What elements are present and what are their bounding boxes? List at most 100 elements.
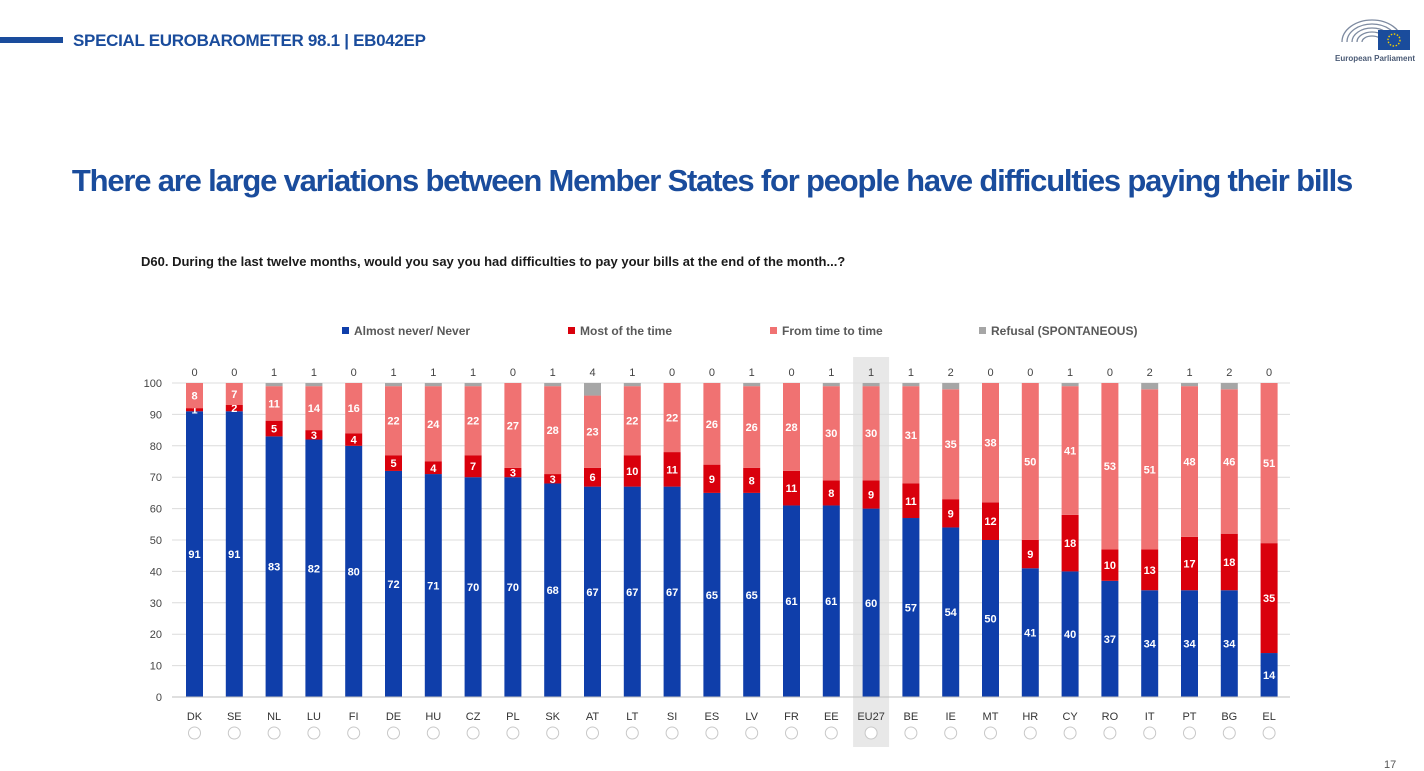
data-label: 91 [228,549,240,561]
bar-segment [1061,386,1079,515]
bar-segment [464,455,482,478]
data-label: 70 [507,582,519,594]
bar-segment [584,467,601,487]
x-tick-label: FI [349,711,359,723]
data-label: 61 [785,596,797,608]
x-tick-label: EE [824,711,839,723]
data-label: 6 [589,472,595,484]
data-label: 9 [948,508,954,520]
data-label: 9 [1027,549,1033,561]
legend-label: Almost never/ Never [354,324,470,338]
x-tick-label: EU27 [857,711,885,723]
bar-segment [464,477,482,697]
data-label: 38 [984,438,996,450]
refusal-label: 0 [191,367,197,379]
bar-segment [504,383,522,468]
bar-segment [1101,549,1119,581]
bar-segment [743,383,761,387]
data-label: 2 [231,403,237,415]
y-tick-label: 60 [150,504,162,516]
data-label: 41 [1064,446,1076,458]
bar-segment [265,436,283,697]
x-tick-label: PL [506,711,519,723]
y-tick-label: 90 [150,409,162,421]
bar-segment [1260,653,1278,697]
data-label: 72 [387,579,399,591]
bar-segment [862,386,880,481]
data-label: 8 [828,488,834,500]
data-label: 27 [507,420,519,432]
data-label: 67 [626,587,638,599]
flag-icon [506,726,520,740]
data-label: 4 [430,463,437,475]
bar-segment [1061,514,1079,572]
data-label: 22 [666,413,678,425]
data-label: 30 [825,428,837,440]
data-label: 80 [348,566,360,578]
data-label: 70 [467,582,479,594]
refusal-label: 1 [868,367,874,379]
bar-segment [1260,383,1278,544]
data-label: 14 [1263,670,1276,682]
bar-segment [1181,383,1198,387]
x-tick-label: HR [1022,711,1038,723]
data-label: 60 [865,598,877,610]
x-tick-label: IE [945,711,955,723]
data-label: 40 [1064,629,1076,641]
flag-icon [745,726,759,740]
x-tick-label: IT [1145,711,1155,723]
legend-label: Refusal (SPONTANEOUS) [991,324,1137,338]
bar-segment [225,383,243,405]
bar-segment [783,470,800,506]
bar-segment [584,395,601,468]
bar-segment [385,470,402,697]
bar-segment [265,386,283,421]
flag-icon [586,726,599,740]
x-tick-label: HU [425,711,441,723]
bar-segment [663,486,681,697]
data-label: 11 [905,496,917,508]
refusal-label: 4 [589,367,595,379]
bar-segment [1260,543,1278,654]
bar-segment [186,383,203,409]
x-tick-label: LU [307,711,321,723]
data-label: 16 [348,403,360,415]
bar-segment [1101,580,1119,697]
data-label: 12 [984,516,996,528]
bar-segment [623,455,641,487]
refusal-label: 0 [1266,367,1272,379]
bar-segment [424,383,442,387]
y-tick-label: 0 [156,692,162,704]
slide-title: There are large variations between Membe… [71,163,1353,198]
flag-icon [466,726,480,740]
data-label: 83 [268,562,280,574]
data-label: 35 [945,439,957,451]
refusal-label: 1 [828,367,834,379]
y-tick-label: 30 [150,598,162,610]
refusal-label: 0 [987,367,993,379]
bar-segment [424,461,442,475]
data-label: 3 [311,430,317,442]
bar-segment [1021,540,1039,569]
x-tick-label: EL [1262,711,1275,723]
refusal-label: 1 [470,367,476,379]
data-label: 91 [188,549,200,561]
x-tick-label: BE [904,711,919,723]
bar-segment [942,383,960,390]
data-label: 48 [1183,457,1195,469]
data-label: 26 [746,422,758,434]
bar-segment [862,383,880,387]
data-label: 10 [1104,560,1116,572]
bar-segment [902,483,920,519]
flag-icon [1103,726,1117,740]
bar-segment [862,508,880,697]
bar-segment [942,499,960,528]
bar-segment [703,464,721,493]
data-label: 28 [547,425,559,437]
y-tick-label: 50 [150,535,162,547]
bar-segment [464,386,482,456]
data-label: 7 [470,461,476,473]
bar-segment [982,383,999,503]
flag-icon [1023,726,1037,740]
